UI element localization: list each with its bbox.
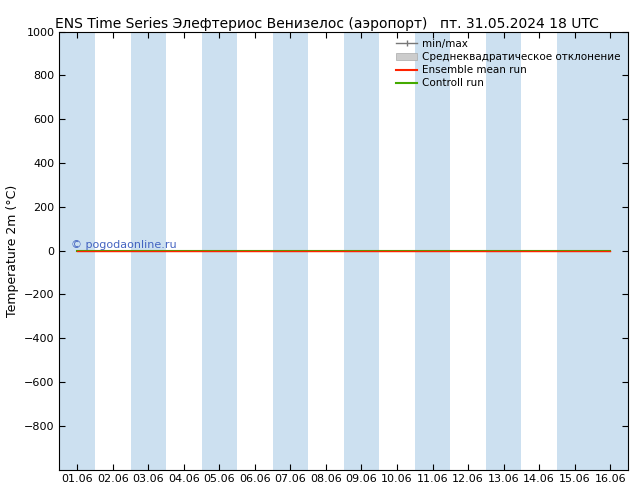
Bar [557,32,592,469]
Text: © pogodaonline.ru: © pogodaonline.ru [71,241,176,250]
Bar [344,32,379,469]
Bar [273,32,308,469]
Text: ENS Time Series Элефтериос Венизелос (аэропорт): ENS Time Series Элефтериос Венизелос (аэ… [55,17,427,31]
Bar [60,32,95,469]
Bar [486,32,521,469]
Bar [592,32,628,469]
Bar [202,32,237,469]
Legend: min/max, Среднеквадратическое отклонение, Ensemble mean run, Controll run: min/max, Среднеквадратическое отклонение… [392,35,625,93]
Y-axis label: Temperature 2m (°C): Temperature 2m (°C) [6,184,18,317]
Bar [415,32,450,469]
Bar [131,32,166,469]
Text: пт. 31.05.2024 18 UTC: пт. 31.05.2024 18 UTC [441,17,599,31]
